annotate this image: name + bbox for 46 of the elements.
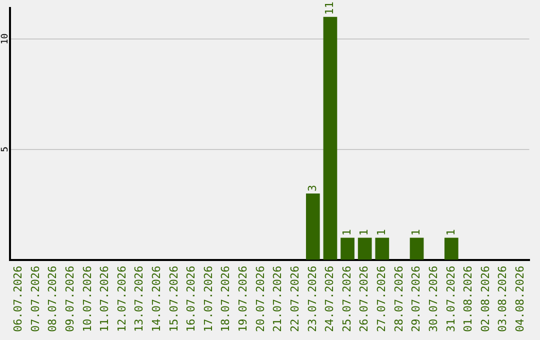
x-tick-label: 01.08.2026 [462,266,475,332]
bar [323,16,338,260]
x-tick-label: 31.07.2026 [444,266,458,332]
x-tick-label: 14.07.2026 [150,266,163,332]
bar [444,238,458,260]
x-tick-label: 15.07.2026 [167,266,180,332]
x-tick-label: 16.07.2026 [184,266,198,332]
x-tick-label: 04.08.2026 [513,266,526,332]
x-tick-label: 08.07.2026 [46,266,60,332]
x-tick-label: 19.07.2026 [236,266,250,332]
x-tick-label: 20.07.2026 [254,266,267,332]
bar [358,238,372,260]
x-tick-label: 28.07.2026 [392,266,406,332]
x-tick-label: 09.07.2026 [63,266,76,332]
x-tick-label: 17.07.2026 [202,266,215,332]
x-tick-label: 06.07.2026 [12,266,25,332]
data-label: 1 [410,229,423,236]
x-tick-label: 21.07.2026 [271,266,284,332]
bar [340,238,354,260]
bar [306,194,320,260]
x-tick-label: 23.07.2026 [306,266,319,332]
x-tick-label: 12.07.2026 [115,266,128,332]
x-tick-label: 07.07.2026 [28,266,42,332]
x-tick-label: 18.07.2026 [219,266,232,332]
bar [410,238,424,260]
data-label: 3 [306,184,319,192]
x-tick-label: 22.07.2026 [288,266,302,332]
x-tick-label: 29.07.2026 [410,266,423,332]
x-tick-label: 24.07.2026 [323,266,336,332]
x-tick-label: 10.07.2026 [80,266,94,332]
y-tick-label: 10 [0,34,10,44]
data-label: 1 [340,229,354,236]
y-tick-label: 5 [0,146,10,152]
x-tick-label: 03.08.2026 [496,266,510,332]
data-label: 1 [444,229,458,236]
x-tick-label: 13.07.2026 [132,266,146,332]
x-tick-label: 25.07.2026 [340,266,354,332]
x-tick-label: 26.07.2026 [358,266,371,332]
x-tick-label: 30.07.2026 [426,266,440,332]
x-tick-label: 11.07.2026 [98,266,112,332]
bar [375,238,390,260]
x-tick-label: 27.07.2026 [375,266,388,332]
data-label: 11 [323,2,336,15]
x-tick-label: 02.08.2026 [478,266,492,332]
data-label: 1 [375,229,388,236]
data-label: 1 [358,229,371,236]
